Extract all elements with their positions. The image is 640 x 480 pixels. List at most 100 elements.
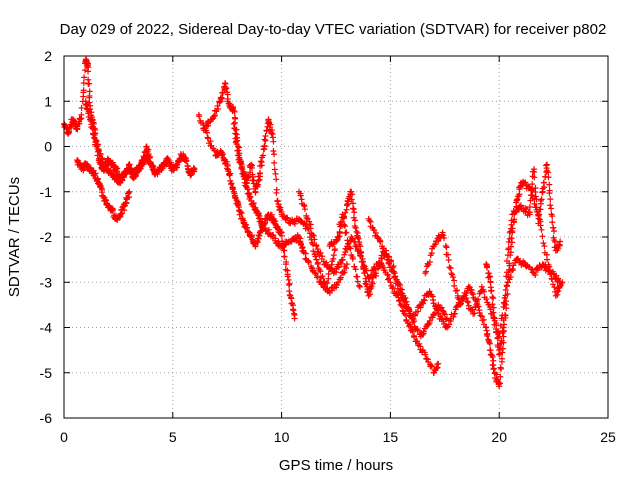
- data-point-track-j: [444, 251, 451, 258]
- data-point-track-i: [435, 310, 442, 317]
- data-point-track-k: [501, 312, 508, 319]
- data-point-track-d: [219, 151, 226, 158]
- data-point-track-f: [230, 120, 237, 127]
- data-point-track-k: [503, 273, 510, 280]
- y-axis-title: SDTVAR / TECUs: [6, 177, 23, 297]
- data-point-track-g: [317, 249, 324, 256]
- data-point-track-f: [312, 253, 319, 260]
- data-point-track-k: [496, 350, 503, 357]
- data-point-track-k: [486, 273, 493, 280]
- data-point-track-k: [549, 213, 556, 220]
- data-point-track-g: [438, 304, 445, 311]
- data-point-track-j: [504, 279, 511, 286]
- data-point-track-i: [420, 300, 427, 307]
- data-point-track-h: [333, 238, 340, 245]
- data-point-track-k: [533, 204, 540, 211]
- data-point-track-f: [317, 268, 324, 275]
- data-point-track-h: [351, 209, 358, 216]
- data-point-track-k: [493, 329, 500, 336]
- data-point-track-f: [270, 148, 277, 155]
- data-point-track-k: [548, 205, 555, 212]
- data-point-track-f: [271, 151, 278, 158]
- data-point-track-f: [263, 128, 270, 135]
- data-point-track-i: [447, 318, 454, 325]
- data-point-track-j: [435, 238, 442, 245]
- data-point-track-j: [516, 191, 523, 198]
- data-point-track-f: [245, 173, 252, 180]
- data-point-track-i: [374, 234, 381, 240]
- data-point-track-h: [355, 235, 362, 242]
- data-point-track-k: [491, 317, 498, 324]
- data-point-track-h: [411, 334, 418, 341]
- data-point-track-b: [102, 196, 109, 203]
- data-point-track-f: [314, 259, 321, 266]
- data-point-track-e: [270, 232, 277, 239]
- data-point-track-k: [507, 228, 514, 235]
- data-point-track-j: [547, 271, 554, 278]
- data-point-track-j: [551, 284, 558, 291]
- data-point-track-j: [440, 235, 447, 242]
- data-point-track-i: [426, 288, 433, 295]
- data-point-track-j: [497, 373, 504, 380]
- data-point-track-j: [554, 291, 561, 298]
- y-tick-label: -1: [40, 184, 53, 200]
- data-point-track-j: [504, 291, 511, 297]
- data-point-track-a: [80, 87, 87, 94]
- data-point-track-d: [232, 194, 239, 201]
- data-point-track-f: [260, 152, 267, 159]
- data-point-track-f: [262, 132, 269, 139]
- data-point-track-a: [78, 104, 85, 111]
- data-point-track-c: [152, 170, 159, 177]
- x-axis-tick-labels: 0 5 10 15 20 25: [60, 429, 616, 445]
- data-point-track-i: [386, 260, 393, 267]
- data-point-track-f: [309, 241, 316, 248]
- data-point-track-e: [256, 215, 263, 222]
- data-point-track-g: [344, 243, 351, 250]
- data-point-track-k: [545, 174, 552, 181]
- data-point-track-i: [534, 267, 541, 274]
- data-point-track-k: [523, 206, 530, 213]
- data-point-track-g: [349, 235, 356, 242]
- data-point-track-g: [390, 263, 397, 270]
- data-point-track-h: [350, 200, 357, 207]
- data-point-track-h: [341, 213, 348, 220]
- data-point-track-k: [498, 337, 505, 344]
- data-point-track-h: [369, 280, 376, 287]
- data-point-track-k: [527, 192, 534, 199]
- data-point-track-b: [109, 207, 116, 214]
- data-point-track-g: [339, 256, 346, 263]
- data-point-track-j: [460, 295, 467, 302]
- data-point-track-j: [451, 282, 458, 289]
- x-tick-label: 5: [169, 429, 177, 445]
- data-point-track-h: [359, 258, 366, 265]
- chart-title: Day 029 of 2022, Sidereal Day-to-day VTE…: [60, 21, 607, 38]
- data-point-track-g: [354, 246, 361, 253]
- data-point-track-h: [352, 224, 359, 231]
- data-point-track-j: [493, 371, 500, 378]
- data-point-track-e: [297, 239, 304, 246]
- data-point-track-j: [502, 312, 509, 319]
- data-point-track-f: [325, 270, 332, 277]
- data-point-track-i: [471, 310, 478, 317]
- data-point-track-g: [311, 236, 318, 243]
- data-point-track-e: [341, 269, 348, 276]
- data-point-track-j: [539, 233, 546, 240]
- data-point-track-k: [543, 162, 550, 169]
- data-point-track-g: [414, 326, 421, 333]
- data-point-track-a: [191, 166, 198, 173]
- data-point-track-i: [397, 289, 404, 296]
- data-point-track-h: [361, 269, 368, 276]
- data-point-track-a: [78, 111, 85, 118]
- y-tick-label: -4: [40, 320, 53, 336]
- data-point-track-j: [445, 256, 452, 263]
- data-points: [61, 56, 566, 390]
- data-point-track-k: [546, 181, 553, 188]
- data-point-track-f: [319, 273, 326, 280]
- data-point-track-i: [480, 288, 487, 295]
- data-point-track-i: [394, 280, 401, 287]
- data-point-track-g: [335, 264, 342, 271]
- data-point-track-k: [538, 196, 545, 203]
- data-point-track-i: [443, 324, 450, 331]
- data-point-track-i: [372, 230, 379, 237]
- data-point-track-e: [340, 270, 347, 277]
